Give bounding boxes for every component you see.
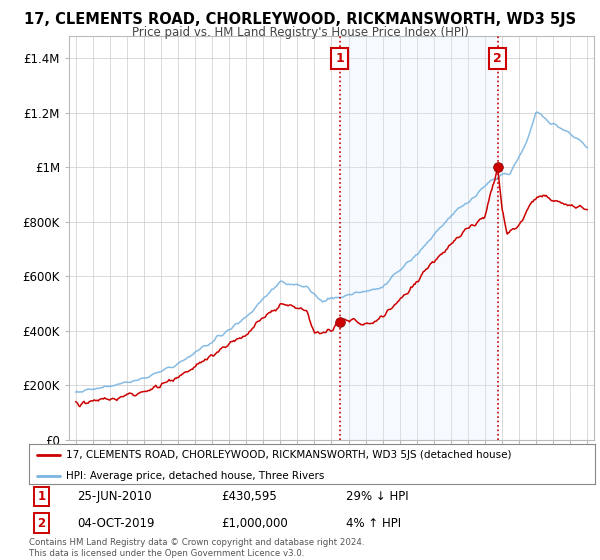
Text: HPI: Average price, detached house, Three Rivers: HPI: Average price, detached house, Thre… bbox=[65, 470, 324, 480]
Text: Contains HM Land Registry data © Crown copyright and database right 2024.
This d: Contains HM Land Registry data © Crown c… bbox=[29, 538, 364, 558]
Text: £1,000,000: £1,000,000 bbox=[221, 516, 288, 530]
Bar bbox=[340, 36, 497, 440]
Text: 1: 1 bbox=[37, 490, 46, 503]
Text: 2: 2 bbox=[37, 516, 46, 530]
Text: 29% ↓ HPI: 29% ↓ HPI bbox=[346, 490, 409, 503]
Text: Price paid vs. HM Land Registry's House Price Index (HPI): Price paid vs. HM Land Registry's House … bbox=[131, 26, 469, 39]
Text: £430,595: £430,595 bbox=[221, 490, 277, 503]
Text: 1: 1 bbox=[335, 52, 344, 65]
Text: 17, CLEMENTS ROAD, CHORLEYWOOD, RICKMANSWORTH, WD3 5JS: 17, CLEMENTS ROAD, CHORLEYWOOD, RICKMANS… bbox=[24, 12, 576, 27]
Text: 2: 2 bbox=[493, 52, 502, 65]
Text: 17, CLEMENTS ROAD, CHORLEYWOOD, RICKMANSWORTH, WD3 5JS (detached house): 17, CLEMENTS ROAD, CHORLEYWOOD, RICKMANS… bbox=[65, 450, 511, 460]
Text: 4% ↑ HPI: 4% ↑ HPI bbox=[346, 516, 401, 530]
Text: 04-OCT-2019: 04-OCT-2019 bbox=[77, 516, 154, 530]
Text: 25-JUN-2010: 25-JUN-2010 bbox=[77, 490, 152, 503]
